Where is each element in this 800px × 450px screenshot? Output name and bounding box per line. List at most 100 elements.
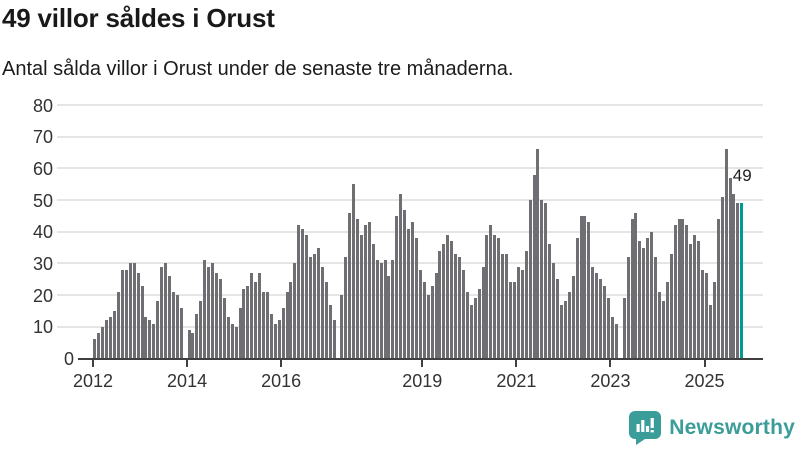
bar [410, 222, 414, 359]
bar [332, 320, 336, 359]
bar [403, 209, 407, 359]
bar [458, 257, 462, 359]
x-axis-tick-mark [609, 359, 612, 367]
bar [697, 241, 701, 359]
bar [312, 253, 316, 359]
bar [603, 285, 607, 359]
x-axis-tick-label: 2014 [167, 371, 208, 391]
bar [591, 266, 595, 359]
bar [116, 291, 120, 359]
bar [654, 257, 658, 359]
highlighted-bar-latest-value [740, 203, 744, 359]
y-axis-tick-label: 70 [32, 127, 53, 148]
bar [207, 266, 211, 359]
y-gridline [57, 135, 763, 138]
y-axis-tick-label: 20 [32, 285, 53, 306]
bar [285, 291, 289, 359]
bar [665, 282, 669, 359]
bar [512, 282, 516, 359]
bar [175, 295, 179, 359]
bar [301, 228, 305, 359]
bar [622, 298, 626, 359]
bar [571, 276, 575, 359]
bar [360, 234, 364, 359]
bar [214, 272, 218, 359]
bar [469, 304, 473, 359]
bar [156, 301, 160, 359]
bar [187, 329, 191, 359]
bar [391, 260, 395, 359]
bar [356, 219, 360, 359]
bar [120, 269, 124, 359]
bar [407, 228, 411, 359]
bar [473, 298, 477, 359]
bar [199, 301, 203, 359]
bar [203, 260, 207, 359]
bar [563, 301, 567, 359]
y-axis-tick-label: 60 [32, 158, 53, 179]
bar [493, 234, 497, 359]
bar [669, 253, 673, 359]
bar [316, 247, 320, 359]
bar [305, 234, 309, 359]
bar [732, 193, 736, 359]
bar [567, 291, 571, 359]
bar [583, 215, 587, 359]
bar [646, 238, 650, 359]
bar [595, 272, 599, 359]
bar [724, 149, 728, 359]
bar [226, 317, 230, 359]
bar [234, 326, 238, 359]
bar [113, 310, 117, 359]
bar [418, 269, 422, 359]
bar [293, 263, 297, 359]
bar [144, 317, 148, 359]
x-axis-tick-label: 2019 [402, 371, 443, 391]
bar [599, 279, 603, 359]
y-axis-tick-label: 50 [32, 190, 53, 211]
bar [520, 269, 524, 359]
y-axis-tick-label: 0 [63, 349, 74, 369]
bar [693, 234, 697, 359]
bar [273, 323, 277, 359]
bar [167, 276, 171, 359]
x-axis-tick-mark [421, 359, 424, 367]
bar [701, 269, 705, 359]
x-axis-tick-label: 2023 [590, 371, 631, 391]
bar [454, 253, 458, 359]
bar [379, 263, 383, 359]
bar [148, 320, 152, 359]
bar [363, 225, 367, 359]
bar [375, 260, 379, 359]
bar [387, 276, 391, 359]
bar [309, 257, 313, 359]
bar [124, 269, 128, 359]
x-axis-tick-label: 2025 [684, 371, 725, 391]
bar [657, 291, 661, 359]
bar [140, 285, 144, 359]
bar [371, 244, 375, 359]
bar [579, 215, 583, 359]
bar [650, 231, 654, 359]
bar [230, 323, 234, 359]
bar [524, 250, 528, 359]
bar [712, 282, 716, 359]
bar [642, 247, 646, 359]
bar [179, 307, 183, 359]
bar [536, 149, 540, 359]
bar [383, 260, 387, 359]
bar [548, 244, 552, 359]
bar [211, 263, 215, 359]
bar [238, 307, 242, 359]
bar [485, 234, 489, 359]
bar [461, 269, 465, 359]
bar [348, 212, 352, 359]
y-gridline [57, 199, 763, 202]
bar [320, 266, 324, 359]
bar [324, 282, 328, 359]
bar [414, 238, 418, 359]
bar [442, 244, 446, 359]
brand-footer: Newsworthy [629, 411, 795, 445]
y-gridline [57, 104, 763, 107]
